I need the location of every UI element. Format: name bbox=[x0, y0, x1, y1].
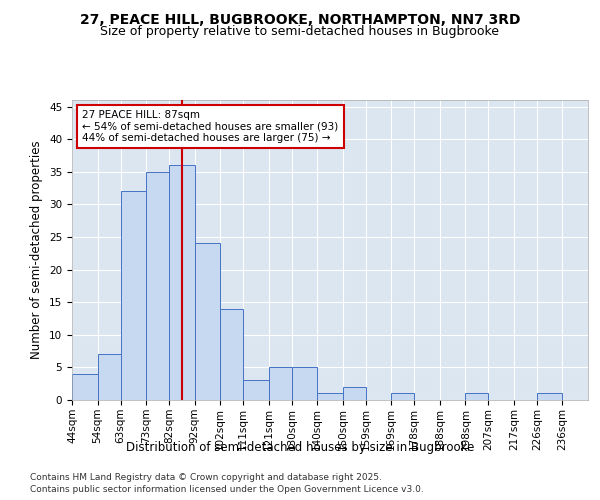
Y-axis label: Number of semi-detached properties: Number of semi-detached properties bbox=[31, 140, 43, 360]
Text: Contains HM Land Registry data © Crown copyright and database right 2025.: Contains HM Land Registry data © Crown c… bbox=[30, 472, 382, 482]
Bar bbox=[317, 394, 343, 400]
Text: 27, PEACE HILL, BUGBROOKE, NORTHAMPTON, NN7 3RD: 27, PEACE HILL, BUGBROOKE, NORTHAMPTON, … bbox=[80, 12, 520, 26]
Text: 27 PEACE HILL: 87sqm
← 54% of semi-detached houses are smaller (93)
44% of semi-: 27 PEACE HILL: 87sqm ← 54% of semi-detac… bbox=[82, 110, 338, 143]
Bar bbox=[194, 244, 220, 400]
Bar bbox=[72, 374, 98, 400]
Bar bbox=[292, 368, 317, 400]
Bar bbox=[169, 165, 194, 400]
Bar bbox=[121, 192, 146, 400]
Bar bbox=[343, 387, 366, 400]
Bar bbox=[98, 354, 121, 400]
Bar bbox=[537, 394, 562, 400]
Bar bbox=[269, 368, 292, 400]
Bar bbox=[391, 394, 414, 400]
Bar bbox=[466, 394, 488, 400]
Text: Size of property relative to semi-detached houses in Bugbrooke: Size of property relative to semi-detach… bbox=[101, 25, 499, 38]
Bar bbox=[146, 172, 169, 400]
Bar bbox=[220, 308, 243, 400]
Text: Distribution of semi-detached houses by size in Bugbrooke: Distribution of semi-detached houses by … bbox=[126, 441, 474, 454]
Bar bbox=[243, 380, 269, 400]
Text: Contains public sector information licensed under the Open Government Licence v3: Contains public sector information licen… bbox=[30, 485, 424, 494]
